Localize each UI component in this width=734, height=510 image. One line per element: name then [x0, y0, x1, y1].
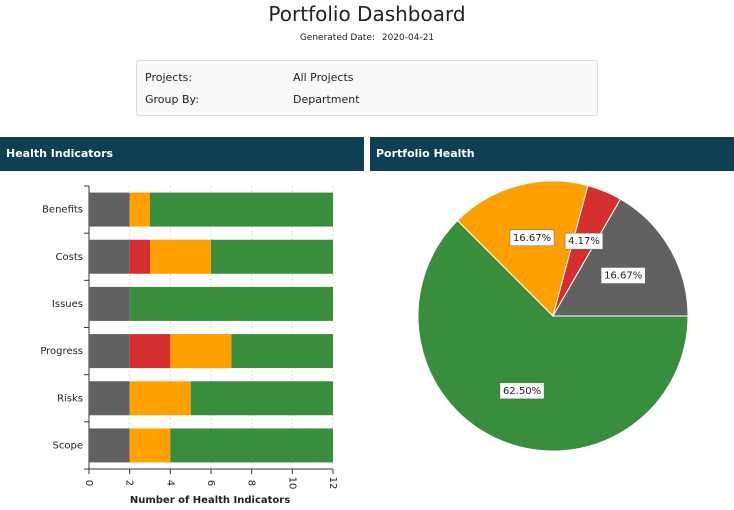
- bar-segment: [129, 239, 150, 274]
- bar-segment: [211, 239, 333, 274]
- generated: Generated Date: 2020-04-21: [0, 33, 734, 43]
- bar-segment: [89, 192, 130, 227]
- y-tick-label: Risks: [57, 393, 83, 404]
- bar-segment: [190, 381, 333, 416]
- filter-box: Projects: All Projects Group By: Departmen…: [136, 60, 598, 116]
- bar-segment: [129, 192, 150, 227]
- data-label: 16.67%: [513, 233, 551, 244]
- label-box: [600, 267, 646, 284]
- bar-segment: [89, 286, 130, 321]
- generated-date: 2020-04-21: [381, 33, 435, 43]
- data-label: 62.50%: [503, 386, 541, 397]
- filter-value: All Projects: [293, 71, 354, 84]
- bar-segment: [129, 428, 171, 463]
- x-tick-label: 8: [246, 480, 257, 486]
- filter-label: Group By:: [145, 93, 199, 106]
- pie-slice: [456, 180, 589, 317]
- bar-segment: [129, 334, 171, 369]
- label-box: [564, 232, 604, 250]
- bar-segment: [150, 192, 333, 227]
- x-tick-label: 2: [124, 480, 135, 486]
- y-tick-label: Issues: [52, 299, 83, 310]
- pie-slice: [417, 219, 689, 452]
- filter-value: Department: [293, 93, 360, 106]
- y-tick-label: Costs: [56, 252, 83, 263]
- x-tick-label: 4: [164, 480, 175, 486]
- filter-label: Projects:: [145, 71, 193, 84]
- bar-segment: [129, 286, 333, 321]
- panel-header: Portfolio Health: [370, 137, 734, 171]
- bar-segment: [170, 428, 333, 463]
- bar-segment: [89, 381, 130, 416]
- label-box: [499, 382, 545, 400]
- pie-slice: [552, 198, 689, 317]
- bar-segment: [89, 428, 130, 463]
- generated-label: Generated Date:: [299, 33, 375, 43]
- y-tick-label: Scope: [53, 440, 83, 451]
- x-tick-label: 10: [286, 477, 297, 490]
- data-label: 4.17%: [568, 236, 600, 247]
- panel-header: Health Indicators: [0, 137, 364, 171]
- bar-segment: [89, 334, 130, 369]
- x-tick-label: 12: [327, 477, 338, 490]
- label-box: [509, 229, 555, 247]
- x-tick-label: 0: [83, 480, 94, 486]
- page-title: Portfolio Dashboard: [268, 2, 466, 26]
- bar-segment: [170, 334, 232, 369]
- y-tick-label: Benefits: [42, 205, 83, 216]
- bar-segment: [150, 239, 211, 274]
- x-tick-label: 6: [205, 480, 216, 486]
- x-axis-label: Number of Health Indicators: [130, 495, 290, 506]
- bar-segment: [231, 334, 333, 369]
- bar-segment: [129, 381, 191, 416]
- bar-segment: [89, 239, 130, 274]
- data-label: 16.67%: [604, 270, 642, 281]
- y-tick-label: Progress: [40, 346, 83, 357]
